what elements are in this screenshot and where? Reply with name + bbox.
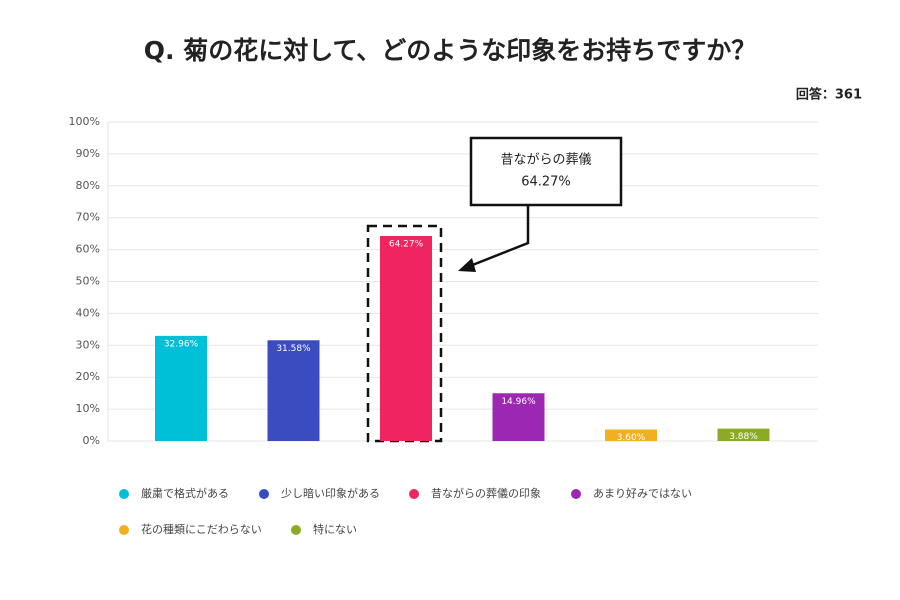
y-tick-label: 70% — [76, 211, 100, 224]
y-tick-label: 20% — [76, 370, 100, 383]
y-tick-label: 90% — [76, 147, 100, 160]
chart-title: Q. 菊の花に対して、どのような印象をお持ちですか？ — [144, 36, 756, 65]
legend-label: 厳粛で格式がある — [141, 486, 229, 500]
legend-label: 花の種類にこだわらない — [141, 522, 262, 536]
bar — [717, 428, 770, 441]
y-tick-label: 40% — [76, 306, 100, 319]
y-tick-label: 30% — [76, 338, 100, 351]
legend-marker — [409, 489, 419, 499]
y-tick-label: 100% — [69, 115, 100, 128]
callout-arrow — [469, 205, 530, 268]
highlight-box — [366, 224, 443, 443]
chart-subtitle: 回答：361 — [796, 87, 862, 103]
legend-label: 少し暗い印象がある — [281, 486, 380, 500]
y-tick-label: 0% — [83, 434, 100, 447]
legend-label: あまり好みではない — [593, 486, 692, 500]
y-tick-label: 80% — [76, 179, 100, 192]
legend-label: 昔ながらの葬儀の印象 — [431, 486, 541, 500]
callout-text: 64.27% — [521, 175, 571, 190]
y-tick-label: 60% — [76, 243, 100, 256]
legend-marker — [571, 489, 581, 499]
value-label: 3.60% — [617, 433, 646, 443]
value-label: 32.96% — [164, 339, 199, 349]
bar — [380, 235, 432, 441]
value-label: 64.27% — [389, 239, 424, 249]
bar — [605, 429, 657, 441]
callout-arrowhead — [458, 258, 476, 272]
bar — [267, 340, 320, 441]
callout-box — [469, 136, 623, 207]
value-label: 31.58% — [276, 344, 311, 354]
legend-marker — [119, 525, 129, 535]
y-tick-label: 50% — [76, 275, 100, 288]
value-label: 3.88% — [729, 432, 758, 442]
value-label: 14.96% — [501, 397, 536, 407]
callout-text: 昔ながらの葬儀 — [500, 153, 591, 168]
bar — [155, 335, 207, 441]
legend-label: 特にない — [313, 522, 357, 536]
legend-marker — [259, 489, 269, 499]
legend-marker — [119, 489, 129, 499]
bar — [492, 393, 545, 441]
legend-marker — [291, 525, 301, 535]
y-tick-label: 10% — [76, 402, 100, 415]
